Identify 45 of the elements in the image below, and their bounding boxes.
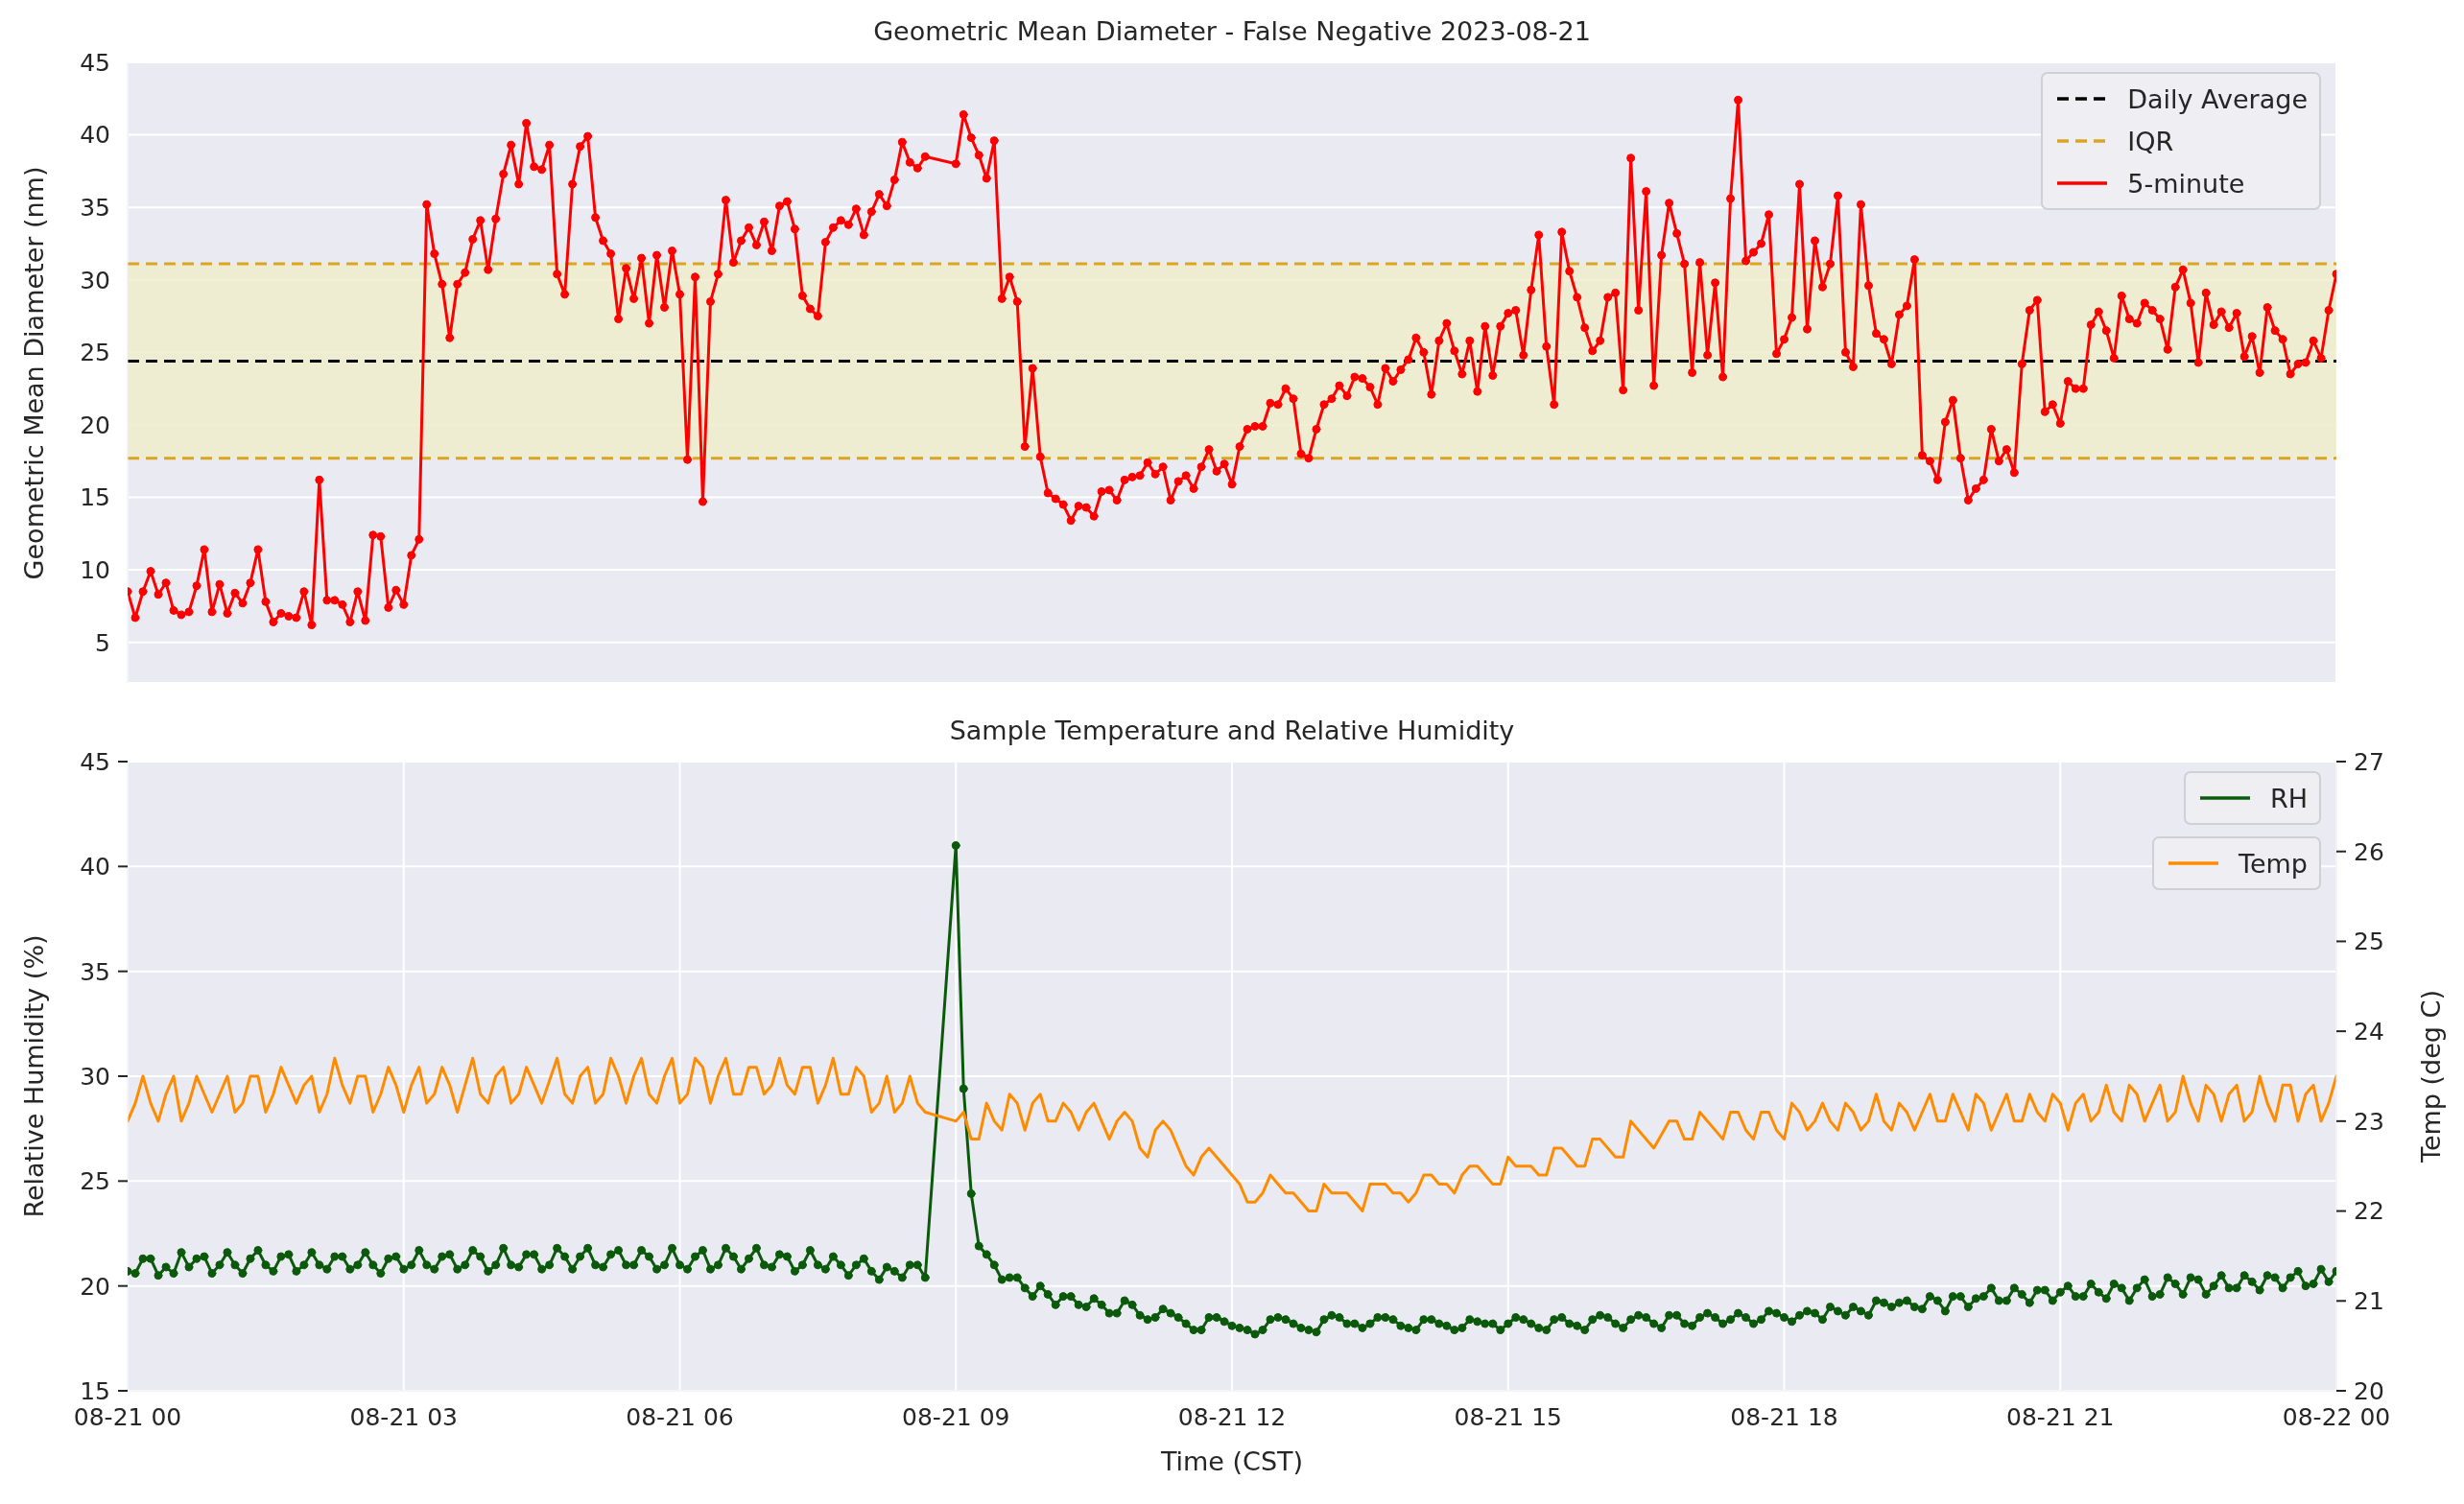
y2-tick-label: 23 bbox=[2354, 1107, 2384, 1136]
y-tick-label: 35 bbox=[80, 957, 110, 986]
y-tick-label: 15 bbox=[80, 1376, 110, 1405]
line-series bbox=[128, 1056, 2336, 1213]
y2-tick-label: 20 bbox=[2354, 1376, 2384, 1405]
y-tick-label: 40 bbox=[80, 121, 110, 150]
legend-label: Daily Average bbox=[2127, 83, 2308, 114]
y2-axis-title: Temp (deg C) bbox=[2415, 990, 2446, 1163]
x-tick-label: 08-21 00 bbox=[73, 1402, 182, 1431]
y2-tick-label: 21 bbox=[2354, 1287, 2384, 1316]
y2-tick-label: 24 bbox=[2354, 1018, 2384, 1046]
y2-tick-label: 27 bbox=[2354, 747, 2384, 776]
x-tick-label: 08-21 06 bbox=[626, 1402, 734, 1431]
y2-tick-label: 26 bbox=[2354, 837, 2384, 866]
y-tick-label: 35 bbox=[80, 194, 110, 223]
x-tick-label: 08-21 15 bbox=[1454, 1402, 1562, 1431]
y-tick-label: 25 bbox=[80, 1167, 110, 1196]
x-tick-label: 08-21 03 bbox=[349, 1402, 458, 1431]
legend-label: 5-minute bbox=[2127, 168, 2245, 199]
y-tick-label: 10 bbox=[80, 555, 110, 584]
y2-tick-label: 25 bbox=[2354, 928, 2384, 956]
y-tick-label: 40 bbox=[80, 853, 110, 881]
legend-label: IQR bbox=[2127, 126, 2174, 156]
x-tick-label: 08-21 21 bbox=[2006, 1402, 2115, 1431]
y-tick-label: 30 bbox=[80, 266, 110, 294]
legend-label: Temp bbox=[2239, 848, 2308, 879]
y-tick-label: 25 bbox=[80, 339, 110, 367]
y-tick-label: 20 bbox=[80, 1272, 110, 1301]
y-tick-label: 45 bbox=[80, 48, 110, 77]
y2-tick-label: 22 bbox=[2354, 1197, 2384, 1226]
y-tick-label: 15 bbox=[80, 483, 110, 512]
x-axis-title: Time (CST) bbox=[1159, 1446, 1305, 1476]
x-tick-label: 08-21 18 bbox=[1730, 1402, 1838, 1431]
x-tick-label: 08-21 12 bbox=[1177, 1402, 1287, 1431]
y-tick-label: 5 bbox=[95, 628, 110, 657]
x-tick-label: 08-22 00 bbox=[2282, 1402, 2391, 1431]
y-tick-label: 30 bbox=[80, 1062, 110, 1091]
y-axis-title: Relative Humidity (%) bbox=[18, 934, 49, 1218]
y-tick-label: 20 bbox=[80, 411, 110, 439]
chart-title: Geometric Mean Diameter - False Negative 2023-08-21 bbox=[872, 16, 1592, 46]
x-tick-label: 08-21 09 bbox=[902, 1402, 1010, 1431]
chart-title: Sample Temperature and Relative Humidity bbox=[948, 716, 1516, 745]
legend-label: RH bbox=[2269, 783, 2308, 813]
y-axis-title: Geometric Mean Diameter (nm) bbox=[18, 166, 49, 579]
y-tick-label: 45 bbox=[80, 747, 110, 776]
